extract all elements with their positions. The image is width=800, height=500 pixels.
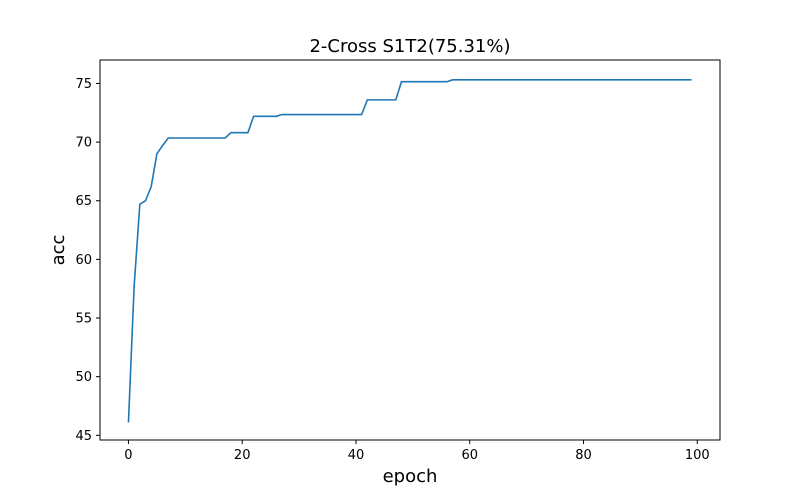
y-tick-label: 50 <box>75 370 92 385</box>
plot-area <box>99 59 721 441</box>
x-tick-label: 0 <box>124 448 132 463</box>
accuracy-series-line <box>127 79 692 423</box>
y-tick-label: 60 <box>75 253 92 268</box>
x-axis-label: epoch <box>383 466 438 487</box>
y-axis-label: acc <box>48 235 69 266</box>
x-tick-label: 100 <box>685 448 710 463</box>
x-tick-label: 40 <box>348 448 365 463</box>
data-layer <box>127 79 692 423</box>
chart-title: 2-Cross S1T2(75.31%) <box>309 36 510 57</box>
x-axis: 0 20 40 60 80 100 <box>124 440 710 463</box>
y-tick-label: 65 <box>75 194 92 209</box>
y-tick-label: 75 <box>75 77 92 92</box>
y-axis: 45 50 55 60 65 70 75 <box>75 77 100 444</box>
x-tick-label: 20 <box>234 448 251 463</box>
y-tick-label: 70 <box>75 136 92 151</box>
x-tick-label: 60 <box>461 448 478 463</box>
y-tick-label: 45 <box>75 429 92 444</box>
y-tick-label: 55 <box>75 312 92 327</box>
x-tick-label: 80 <box>575 448 592 463</box>
plot-frame <box>99 59 721 441</box>
